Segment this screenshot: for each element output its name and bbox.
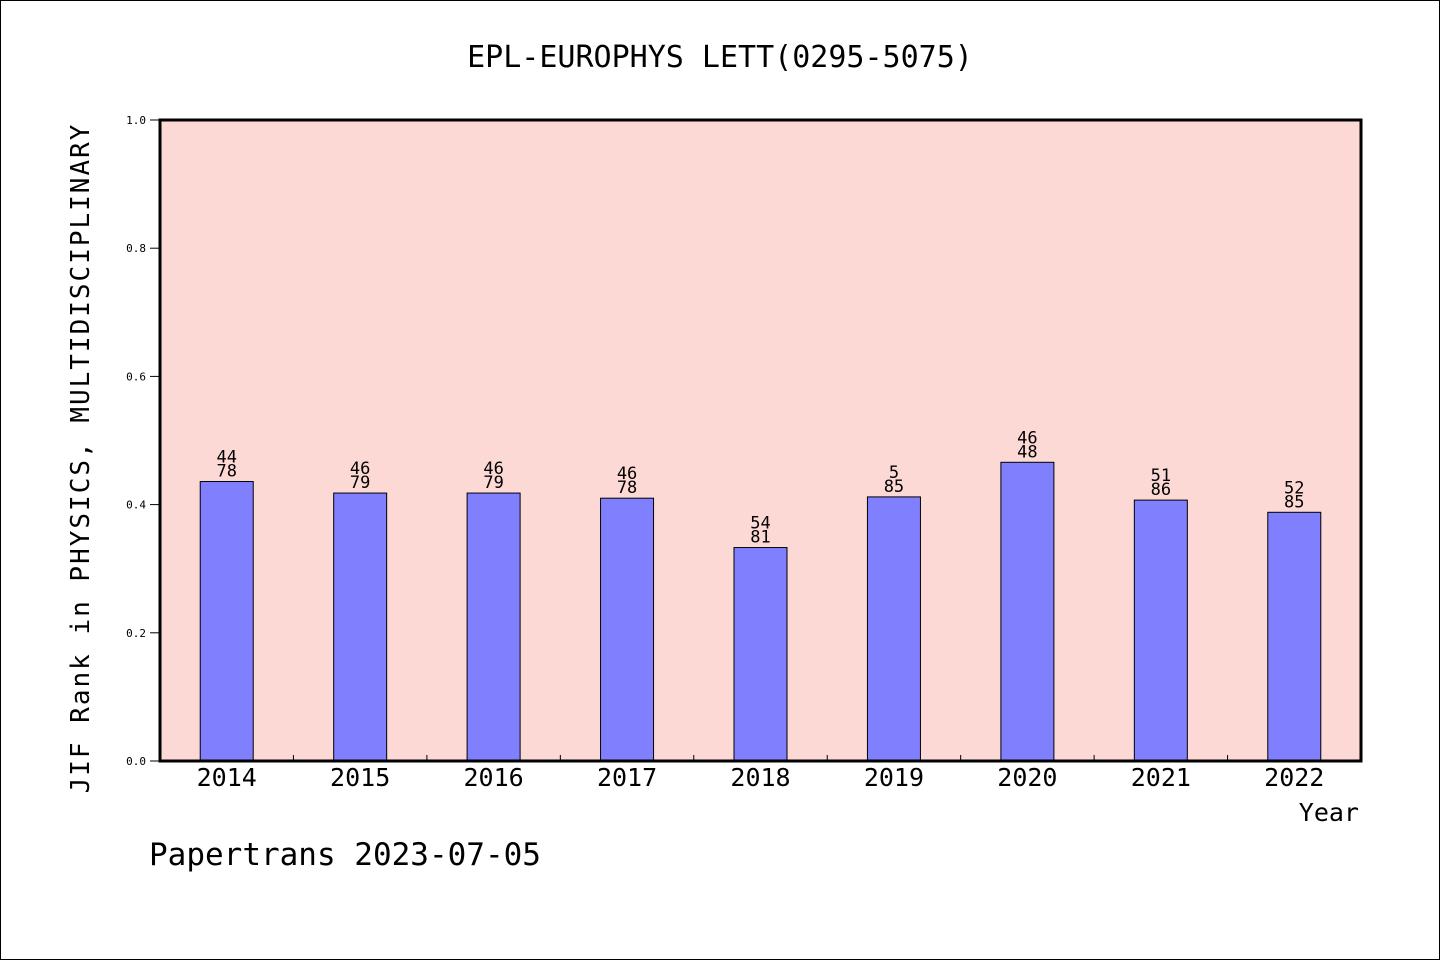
x-tick-label-2019: 2019 [864, 763, 924, 792]
data-label-total-2019: 85 [884, 477, 904, 497]
chart-title: EPL-EUROPHYS LETT(0295-5075) [467, 40, 973, 75]
data-label-rank-2022: 52 [1284, 478, 1304, 498]
x-axis-label: Year [1299, 798, 1359, 827]
data-label-rank-2018: 54 [750, 514, 770, 534]
x-tick-label-2015: 2015 [330, 763, 390, 792]
x-tick-label-2021: 2021 [1131, 763, 1191, 792]
bar-2014 [199, 481, 254, 762]
data-label-total-2021: 86 [1151, 480, 1171, 500]
data-label-total-2018: 81 [750, 528, 770, 548]
y-tick-label: 0.6 [126, 370, 146, 383]
data-label-total-2016: 79 [483, 473, 503, 493]
y-tick-label: 0.2 [126, 627, 146, 640]
bar-2021 [1133, 499, 1188, 762]
x-tick-label-2014: 2014 [197, 763, 257, 792]
bar-2019 [866, 496, 921, 762]
data-label-total-2020: 48 [1017, 442, 1037, 462]
x-tick-label-2020: 2020 [997, 763, 1057, 792]
x-tick-label-2016: 2016 [464, 763, 524, 792]
axis-ticks: 2014 2015 2016 2017 2018 2019 2020 2021 2022 0.0 0… [126, 114, 1324, 792]
data-label-rank-2021: 51 [1151, 466, 1171, 486]
x-tick-label-2018: 2018 [730, 763, 790, 792]
data-label-total-2017: 78 [617, 478, 637, 498]
data-label-rank-2019: 5 [889, 463, 899, 483]
bar-2017 [600, 497, 655, 762]
footer-credit: Papertrans 2023-07-05 [149, 837, 541, 873]
y-tick-label: 0.8 [126, 242, 146, 255]
y-tick-label: 0.4 [126, 499, 146, 512]
data-label-total-2014: 78 [216, 462, 236, 482]
bar-2015 [333, 492, 388, 762]
bar-2020 [1000, 461, 1055, 762]
y-axis-label: JIF Rank in PHYSICS, MULTIDISCIPLINARY [66, 123, 96, 794]
x-tick-label-2022: 2022 [1264, 763, 1324, 792]
bar-2018 [733, 547, 788, 762]
y-tick-label: 0.0 [126, 755, 146, 768]
bar-2016 [466, 492, 521, 762]
data-label-rank-2017: 46 [617, 464, 637, 484]
bar-2022 [1267, 511, 1322, 762]
y-tick-label: 1.0 [126, 114, 146, 127]
data-label-rank-2014: 44 [216, 448, 236, 468]
data-label-rank-2020: 46 [1017, 428, 1037, 448]
data-label-rank-2016: 46 [483, 459, 503, 479]
data-label-total-2022: 85 [1284, 492, 1304, 512]
data-label-total-2015: 79 [350, 473, 370, 493]
x-tick-label-2017: 2017 [597, 763, 657, 792]
plot-frame [158, 118, 1363, 763]
data-label-rank-2015: 46 [350, 459, 370, 479]
